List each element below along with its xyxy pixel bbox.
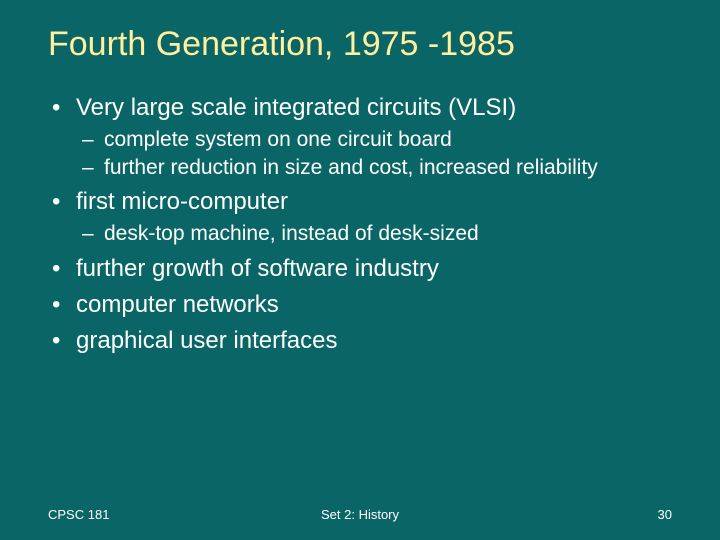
- slide: Fourth Generation, 1975 -1985 Very large…: [0, 0, 720, 540]
- bullet-item: graphical user interfaces: [48, 326, 672, 356]
- bullet-text: computer networks: [76, 291, 279, 318]
- bullet-text: graphical user interfaces: [76, 327, 337, 354]
- sub-bullet-item: further reduction in size and cost, incr…: [76, 155, 672, 181]
- bullet-item: further growth of software industry: [48, 254, 672, 284]
- slide-title: Fourth Generation, 1975 -1985: [48, 24, 672, 65]
- footer-right: 30: [464, 507, 672, 522]
- bullet-text: Very large scale integrated circuits (VL…: [76, 94, 516, 121]
- bullet-list: Very large scale integrated circuits (VL…: [48, 93, 672, 356]
- sub-bullet-list: complete system on one circuit board fur…: [76, 127, 672, 182]
- footer-center: Set 2: History: [256, 507, 464, 522]
- sub-bullet-item: desk-top machine, instead of desk-sized: [76, 221, 672, 247]
- bullet-item: first micro-computer desk-top machine, i…: [48, 187, 672, 247]
- slide-footer: CPSC 181 Set 2: History 30: [0, 507, 720, 522]
- bullet-item: Very large scale integrated circuits (VL…: [48, 93, 672, 182]
- sub-bullet-list: desk-top machine, instead of desk-sized: [76, 221, 672, 247]
- bullet-item: computer networks: [48, 290, 672, 320]
- sub-bullet-item: complete system on one circuit board: [76, 127, 672, 153]
- footer-left: CPSC 181: [48, 507, 256, 522]
- bullet-text: further growth of software industry: [76, 255, 439, 282]
- bullet-text: first micro-computer: [76, 188, 288, 215]
- slide-body: Very large scale integrated circuits (VL…: [48, 93, 672, 356]
